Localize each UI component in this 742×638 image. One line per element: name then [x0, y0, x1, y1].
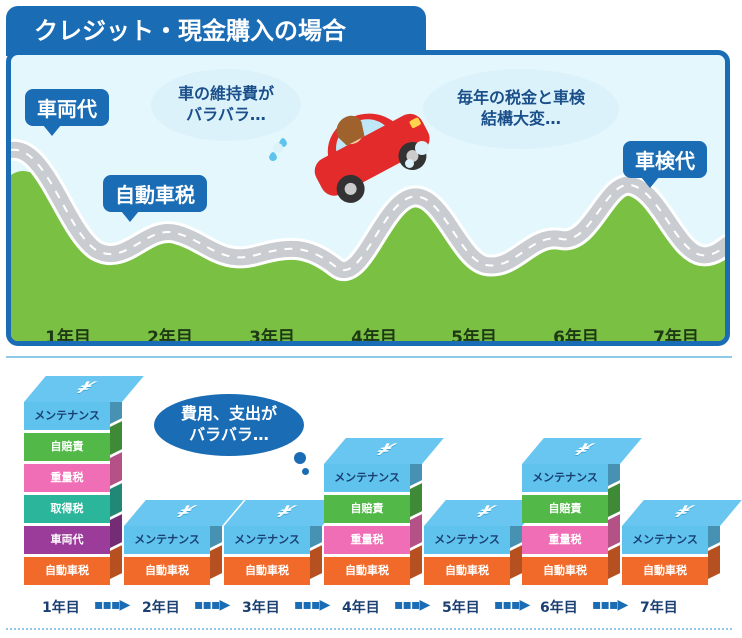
year-label: 3年目 — [249, 328, 295, 346]
yen-icon: ¥ — [168, 502, 202, 521]
maintenance-block: メンテナンス — [324, 464, 410, 492]
label-tail — [43, 125, 61, 136]
auto-tax-block: 自動車税 — [324, 557, 410, 585]
yen-icon: ¥ — [566, 440, 600, 459]
maintenance-thought-text: 車の維持費が バラバラ… — [177, 84, 274, 124]
yen-icon: ¥ — [468, 502, 502, 521]
year-label: 7年目 — [653, 328, 699, 346]
maintenance-block: メンテナンス — [24, 402, 110, 430]
year-label: 1年目 — [45, 328, 91, 346]
insurance-block: 自賠責 — [324, 495, 410, 523]
road-center-line — [11, 148, 725, 271]
auto-tax-block: 自動車税 — [224, 557, 310, 585]
tax-thought-bubble: 毎年の税金と車検 結構大変… — [423, 69, 619, 149]
thought-dot — [415, 141, 429, 155]
yen-icon: ¥ — [68, 378, 102, 397]
spending-thought-text: 費用、支出が バラバラ… — [180, 404, 277, 444]
insurance-block: 自賠責 — [522, 495, 608, 523]
yen-icon: ¥ — [666, 502, 700, 521]
acquisition-tax-block: 取得税 — [24, 495, 110, 523]
car-price-label: 車両代 — [25, 89, 109, 136]
year-label: 5年目 — [451, 328, 497, 346]
weight-tax-block: 重量税 — [24, 464, 110, 492]
inspection-label: 車検代 — [623, 141, 707, 188]
inspection-label-text: 車検代 — [635, 149, 695, 173]
maintenance-block: メンテナンス — [124, 526, 210, 554]
auto-tax-label: 自動車税 — [103, 175, 207, 222]
timeline-year-label: 5年目 — [442, 600, 480, 616]
car-price-block: 車両代 — [24, 526, 110, 554]
landscape-scene — [11, 113, 725, 341]
bottom-divider — [6, 628, 732, 630]
year-label: 2年目 — [147, 328, 193, 346]
car-price-label-text: 車両代 — [37, 97, 97, 121]
timeline-arrow-icon: ▪▪▪▶ — [394, 597, 430, 613]
thought-dot — [273, 143, 283, 153]
timeline-year-label: 6年目 — [540, 600, 578, 616]
car-icon — [314, 113, 430, 203]
page-title: クレジット・現金購入の場合 — [6, 6, 426, 56]
auto-tax-block: 自動車税 — [622, 557, 708, 585]
timeline-arrow-icon: ▪▪▪▶ — [194, 597, 230, 613]
timeline-year-label: 3年目 — [242, 600, 280, 616]
maintenance-thought-bubble: 車の維持費が バラバラ… — [151, 69, 301, 141]
auto-tax-block: 自動車税 — [24, 557, 110, 585]
auto-tax-label-text: 自動車税 — [115, 183, 195, 207]
yen-icon: ¥ — [268, 502, 302, 521]
auto-tax-block: 自動車税 — [522, 557, 608, 585]
auto-tax-block: 自動車税 — [424, 557, 510, 585]
maintenance-block: メンテナンス — [622, 526, 708, 554]
cost-journey-illustration: 車両代 自動車税 車検代 車の維持費が バラバラ… 毎年の税金と車検 結構大変…… — [6, 50, 730, 346]
maintenance-block: メンテナンス — [522, 464, 608, 492]
yen-top-face: ¥ — [522, 438, 642, 464]
yen-top-face: ¥ — [622, 500, 742, 526]
auto-tax-block: 自動車税 — [124, 557, 210, 585]
year-label: 4年目 — [351, 328, 397, 346]
maintenance-block: メンテナンス — [224, 526, 310, 554]
insurance-block: 自賠責 — [24, 433, 110, 461]
timeline-arrow-icon: ▪▪▪▶ — [592, 597, 628, 613]
yen-top-face: ¥ — [324, 438, 444, 464]
timeline-arrow-icon: ▪▪▪▶ — [94, 597, 130, 613]
year-label: 6年目 — [553, 328, 599, 346]
timeline-arrow-icon: ▪▪▪▶ — [294, 597, 330, 613]
label-tail — [121, 211, 139, 222]
section-divider — [6, 356, 732, 358]
timeline-year-label: 2年目 — [142, 600, 180, 616]
timeline-year-label: 4年目 — [342, 600, 380, 616]
weight-tax-block: 重量税 — [324, 526, 410, 554]
thought-dot — [294, 452, 306, 464]
spending-thought-bubble: 費用、支出が バラバラ… — [154, 394, 304, 456]
thought-dot — [405, 159, 414, 168]
timeline-year-label: 7年目 — [640, 600, 678, 616]
label-tail — [641, 177, 659, 188]
yen-top-face: ¥ — [24, 376, 144, 402]
yen-icon: ¥ — [368, 440, 402, 459]
timeline-arrow-icon: ▪▪▪▶ — [494, 597, 530, 613]
timeline-year-label: 1年目 — [42, 600, 80, 616]
tax-thought-text: 毎年の税金と車検 結構大変… — [456, 88, 585, 128]
thought-dot — [302, 468, 309, 475]
weight-tax-block: 重量税 — [522, 526, 608, 554]
maintenance-block: メンテナンス — [424, 526, 510, 554]
